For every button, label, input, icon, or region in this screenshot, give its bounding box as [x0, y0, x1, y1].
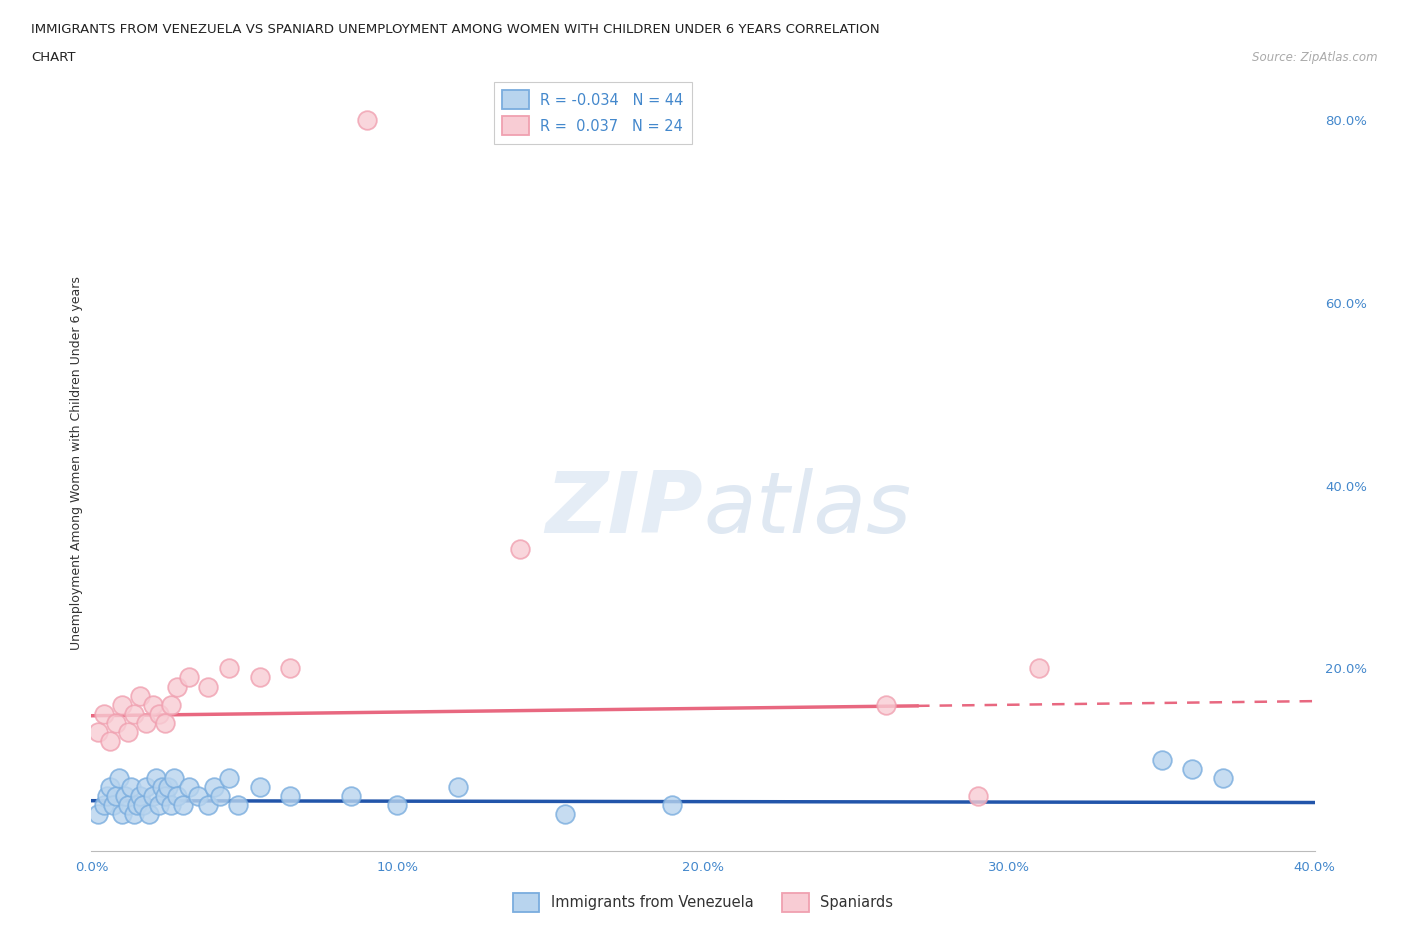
Point: [141, 789, 163, 804]
Point: [160, 798, 183, 813]
Point: [356, 113, 378, 127]
Point: [148, 798, 170, 813]
Point: [153, 715, 176, 730]
Point: [340, 789, 363, 804]
Point: [1150, 752, 1173, 767]
Point: [166, 789, 188, 804]
Point: [111, 698, 134, 712]
Point: [111, 807, 134, 822]
Text: Source: ZipAtlas.com: Source: ZipAtlas.com: [1253, 51, 1378, 64]
Point: [197, 679, 219, 694]
Point: [218, 770, 240, 785]
Point: [447, 779, 470, 794]
Point: [98, 779, 121, 794]
Point: [101, 798, 124, 813]
Point: [172, 798, 194, 813]
Point: [208, 789, 231, 804]
Text: IMMIGRANTS FROM VENEZUELA VS SPANIARD UNEMPLOYMENT AMONG WOMEN WITH CHILDREN UND: IMMIGRANTS FROM VENEZUELA VS SPANIARD UN…: [31, 23, 880, 36]
Point: [93, 707, 115, 722]
Point: [135, 779, 157, 794]
Point: [129, 688, 152, 703]
Text: ZIP: ZIP: [546, 468, 703, 551]
Point: [127, 798, 149, 813]
Point: [122, 807, 145, 822]
Point: [129, 789, 152, 804]
Y-axis label: Unemployment Among Women with Children Under 6 years: Unemployment Among Women with Children U…: [70, 275, 83, 650]
Point: [104, 789, 127, 804]
Point: [135, 715, 157, 730]
Point: [132, 798, 155, 813]
Text: atlas: atlas: [703, 468, 911, 551]
Point: [150, 779, 173, 794]
Point: [93, 798, 115, 813]
Point: [226, 798, 249, 813]
Point: [163, 770, 186, 785]
Point: [179, 670, 201, 684]
Text: CHART: CHART: [31, 51, 76, 64]
Legend: Immigrants from Venezuela, Spaniards: Immigrants from Venezuela, Spaniards: [506, 887, 900, 917]
Point: [117, 724, 139, 739]
Point: [104, 715, 127, 730]
Point: [218, 661, 240, 676]
Point: [1181, 762, 1204, 777]
Point: [117, 798, 139, 813]
Point: [554, 807, 576, 822]
Point: [278, 789, 301, 804]
Point: [145, 770, 167, 785]
Point: [875, 698, 898, 712]
Point: [509, 542, 531, 557]
Point: [967, 789, 990, 804]
Point: [202, 779, 225, 794]
Point: [278, 661, 301, 676]
Point: [197, 798, 219, 813]
Point: [86, 807, 108, 822]
Point: [108, 770, 131, 785]
Point: [120, 779, 142, 794]
Point: [96, 789, 118, 804]
Point: [86, 724, 108, 739]
Point: [385, 798, 409, 813]
Point: [166, 679, 188, 694]
Point: [122, 707, 145, 722]
Point: [153, 789, 176, 804]
Point: [160, 698, 183, 712]
Point: [148, 707, 170, 722]
Point: [114, 789, 136, 804]
Point: [187, 789, 209, 804]
Point: [661, 798, 683, 813]
Point: [249, 779, 271, 794]
Point: [156, 779, 179, 794]
Point: [249, 670, 271, 684]
Point: [138, 807, 160, 822]
Point: [1028, 661, 1050, 676]
Point: [98, 734, 121, 749]
Point: [179, 779, 201, 794]
Point: [141, 698, 163, 712]
Point: [1212, 770, 1234, 785]
